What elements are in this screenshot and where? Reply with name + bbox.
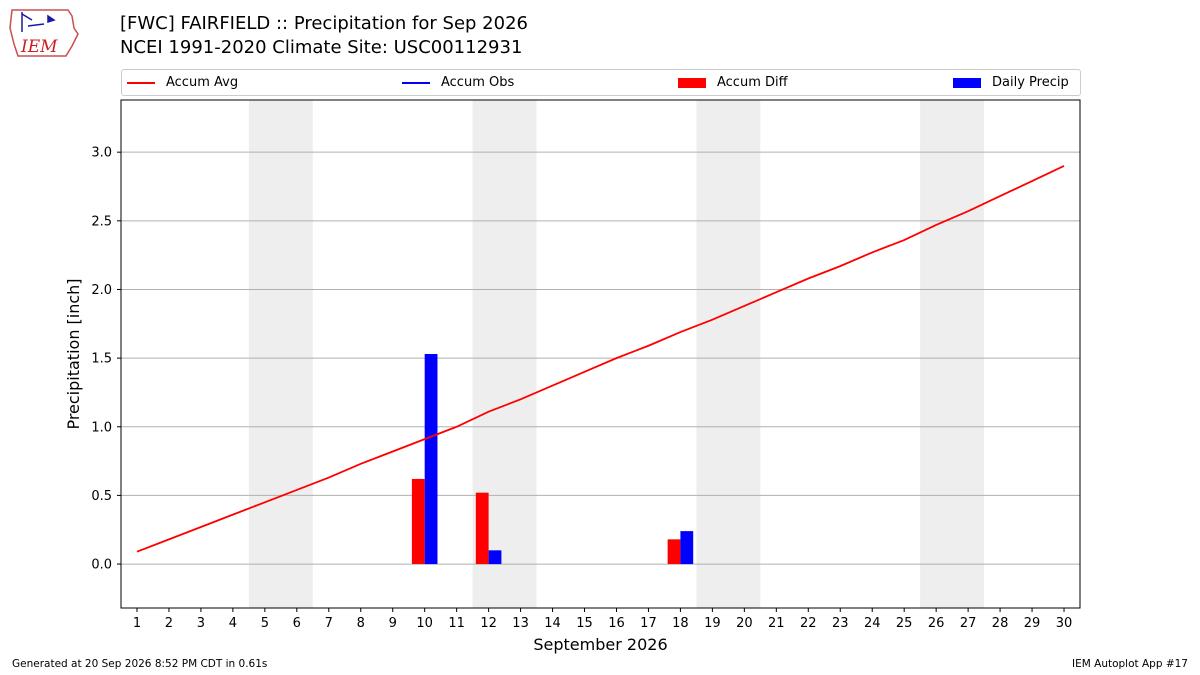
x-tick-label-10: 10 (416, 616, 433, 631)
x-tick-label-9: 9 (389, 616, 397, 631)
plot-frame (120, 99, 1081, 609)
x-tick-label-1: 1 (133, 616, 141, 631)
x-tick-label-22: 22 (800, 616, 817, 631)
legend-label-accum-diff: Accum Diff (717, 75, 788, 90)
weekend-shade-3 (920, 100, 985, 608)
x-tick-label-6: 6 (293, 616, 301, 631)
legend-swatch-accum-obs (402, 81, 430, 84)
y-tick-label-1: 0.5 (91, 489, 112, 504)
y-tick-label-5: 2.5 (91, 214, 112, 229)
daily-precip-bar-10 (424, 354, 438, 565)
y-tick-label-2: 1.0 (91, 420, 112, 435)
weekend-shade-0 (248, 100, 313, 608)
x-tick-label-4: 4 (229, 616, 237, 631)
y-tick-label-0: 0.0 (91, 558, 112, 573)
x-tick-label-7: 7 (325, 616, 333, 631)
footer-app-text: IEM Autoplot App #17 (1072, 658, 1188, 670)
daily-precip-bar-18 (680, 531, 694, 565)
x-tick-label-2: 2 (165, 616, 173, 631)
x-tick-label-13: 13 (512, 616, 529, 631)
x-tick-label-24: 24 (864, 616, 881, 631)
x-tick-label-19: 19 (704, 616, 721, 631)
x-tick-label-16: 16 (608, 616, 625, 631)
y-axis-label: Precipitation [inch] (64, 278, 83, 429)
y-tick-label-6: 3.0 (91, 146, 112, 161)
legend-swatch-accum-diff (678, 77, 706, 88)
x-tick-label-20: 20 (736, 616, 753, 631)
daily-precip-bar-12 (488, 550, 502, 565)
legend-label-accum-avg: Accum Avg (166, 75, 239, 90)
legend-label-accum-obs: Accum Obs (441, 75, 515, 90)
y-tick-label-3: 1.5 (91, 352, 112, 367)
x-tick-label-23: 23 (832, 616, 849, 631)
accum-diff-bar-12 (475, 492, 489, 565)
x-tick-label-18: 18 (672, 616, 689, 631)
x-axis-label: September 2026 (533, 635, 667, 654)
x-tick-label-27: 27 (960, 616, 977, 631)
legend-item-accum-avg: Accum Avg (127, 70, 238, 95)
legend-item-accum-diff: Accum Diff (678, 70, 788, 95)
legend-swatch-accum-avg (127, 81, 155, 84)
x-tick-label-29: 29 (1024, 616, 1041, 631)
chart-title: [FWC] FAIRFIELD :: Precipitation for Sep… (120, 13, 528, 34)
legend: Accum Avg Accum Obs Accum Diff Daily Pre… (121, 69, 1081, 96)
x-tick-label-30: 30 (1056, 616, 1073, 631)
accum-avg-line (136, 165, 1065, 553)
x-tick-label-25: 25 (896, 616, 913, 631)
y-tick-label-4: 2.0 (91, 283, 112, 298)
x-tick-label-3: 3 (197, 616, 205, 631)
accum-diff-bar-10 (411, 478, 425, 565)
legend-item-accum-obs: Accum Obs (402, 70, 514, 95)
legend-item-daily-precip: Daily Precip (953, 70, 1069, 95)
chart-subtitle: NCEI 1991-2020 Climate Site: USC00112931 (120, 37, 523, 58)
footer-generated-text: Generated at 20 Sep 2026 8:52 PM CDT in … (12, 658, 268, 670)
x-tick-label-11: 11 (448, 616, 465, 631)
legend-swatch-daily-precip (953, 77, 981, 88)
x-tick-label-28: 28 (992, 616, 1009, 631)
weekend-shade-2 (696, 100, 761, 608)
iem-logo: IEM (9, 9, 79, 57)
x-tick-label-5: 5 (261, 616, 269, 631)
x-tick-label-14: 14 (544, 616, 561, 631)
logo-text: IEM (20, 37, 58, 57)
x-tick-label-26: 26 (928, 616, 945, 631)
x-tick-label-15: 15 (576, 616, 593, 631)
accum-diff-bar-18 (667, 539, 681, 565)
x-tick-label-21: 21 (768, 616, 785, 631)
x-tick-label-8: 8 (357, 616, 365, 631)
x-tick-label-12: 12 (480, 616, 497, 631)
x-tick-label-17: 17 (640, 616, 657, 631)
legend-label-daily-precip: Daily Precip (992, 75, 1069, 90)
